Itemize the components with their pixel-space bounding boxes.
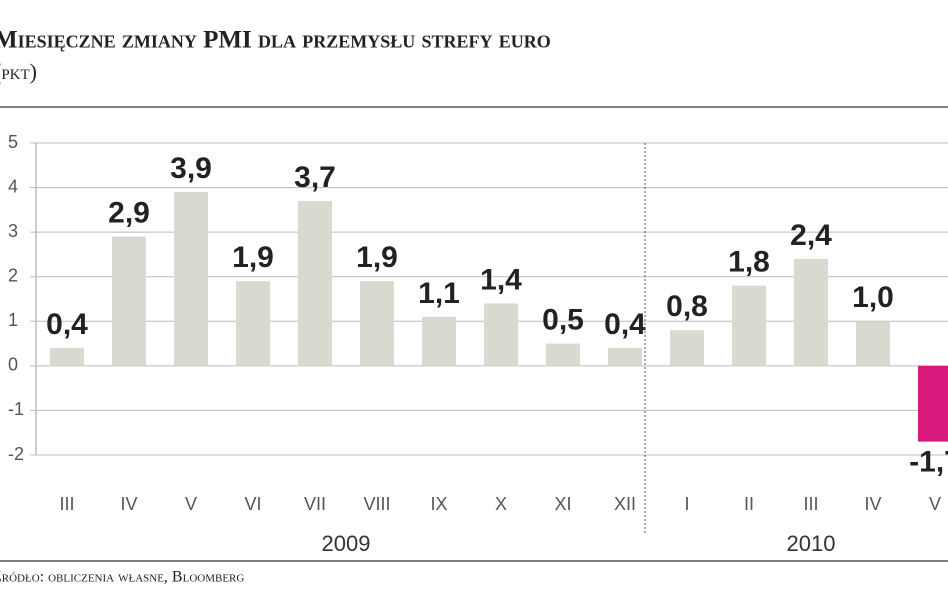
bar	[50, 348, 84, 366]
y-tick-label: -2	[8, 444, 24, 464]
value-label: 0,4	[46, 308, 88, 341]
y-tick-label: 5	[8, 132, 18, 152]
value-label: 3,9	[170, 152, 212, 185]
source: Źródło: obliczenia własne, Bloomberg	[0, 567, 244, 586]
value-label: 1,0	[852, 281, 894, 314]
value-label: 1,9	[356, 241, 398, 274]
bar	[546, 343, 580, 366]
bar	[174, 192, 208, 366]
x-tick-label: VII	[304, 494, 326, 514]
x-tick-label: IV	[120, 494, 137, 514]
y-tick-label: 3	[8, 221, 18, 241]
group-label: 2009	[322, 531, 371, 556]
value-label: 2,9	[108, 197, 150, 230]
bar	[360, 281, 394, 366]
bar	[670, 330, 704, 366]
y-tick-label: 4	[8, 176, 18, 196]
group-label: 2010	[787, 531, 836, 556]
y-tick-label: 0	[8, 355, 18, 375]
x-tick-label: IV	[864, 494, 881, 514]
bar	[112, 236, 146, 366]
bar	[732, 285, 766, 366]
x-tick-label: IX	[430, 494, 447, 514]
value-label: 0,5	[542, 303, 584, 336]
x-tick-label: XI	[554, 494, 571, 514]
value-label: -1,7	[909, 446, 948, 479]
bar	[918, 365, 948, 442]
x-tick-label: X	[495, 494, 507, 514]
x-tick-label: VI	[244, 494, 261, 514]
bar	[422, 316, 456, 366]
bar	[794, 258, 828, 366]
bar	[298, 200, 332, 366]
value-label: 1,4	[480, 263, 522, 296]
y-tick-label: 2	[8, 265, 18, 285]
x-tick-label: III	[803, 494, 818, 514]
value-label: 1,1	[418, 277, 460, 310]
value-label: 2,4	[790, 219, 832, 252]
bar	[484, 303, 518, 366]
bar	[608, 348, 642, 366]
bar	[856, 321, 890, 366]
x-tick-label: I	[684, 494, 689, 514]
value-label: 1,8	[728, 246, 770, 279]
y-tick-label: 1	[8, 310, 18, 330]
chart-subtitle: (pkt)	[0, 59, 37, 84]
x-tick-label: V	[929, 494, 941, 514]
x-tick-label: III	[59, 494, 74, 514]
x-tick-label: XII	[614, 494, 636, 514]
bar	[236, 281, 270, 366]
y-tick-label: -1	[8, 399, 24, 419]
value-label: 0,8	[666, 290, 708, 323]
value-label: 3,7	[294, 161, 336, 194]
value-label: 1,9	[232, 241, 274, 274]
x-tick-label: V	[185, 494, 197, 514]
value-label: 0,4	[604, 308, 646, 341]
chart-title: Miesięczne zmiany PMI dla przemysłu stre…	[0, 27, 551, 54]
x-tick-label: VIII	[363, 494, 390, 514]
x-tick-label: II	[744, 494, 754, 514]
